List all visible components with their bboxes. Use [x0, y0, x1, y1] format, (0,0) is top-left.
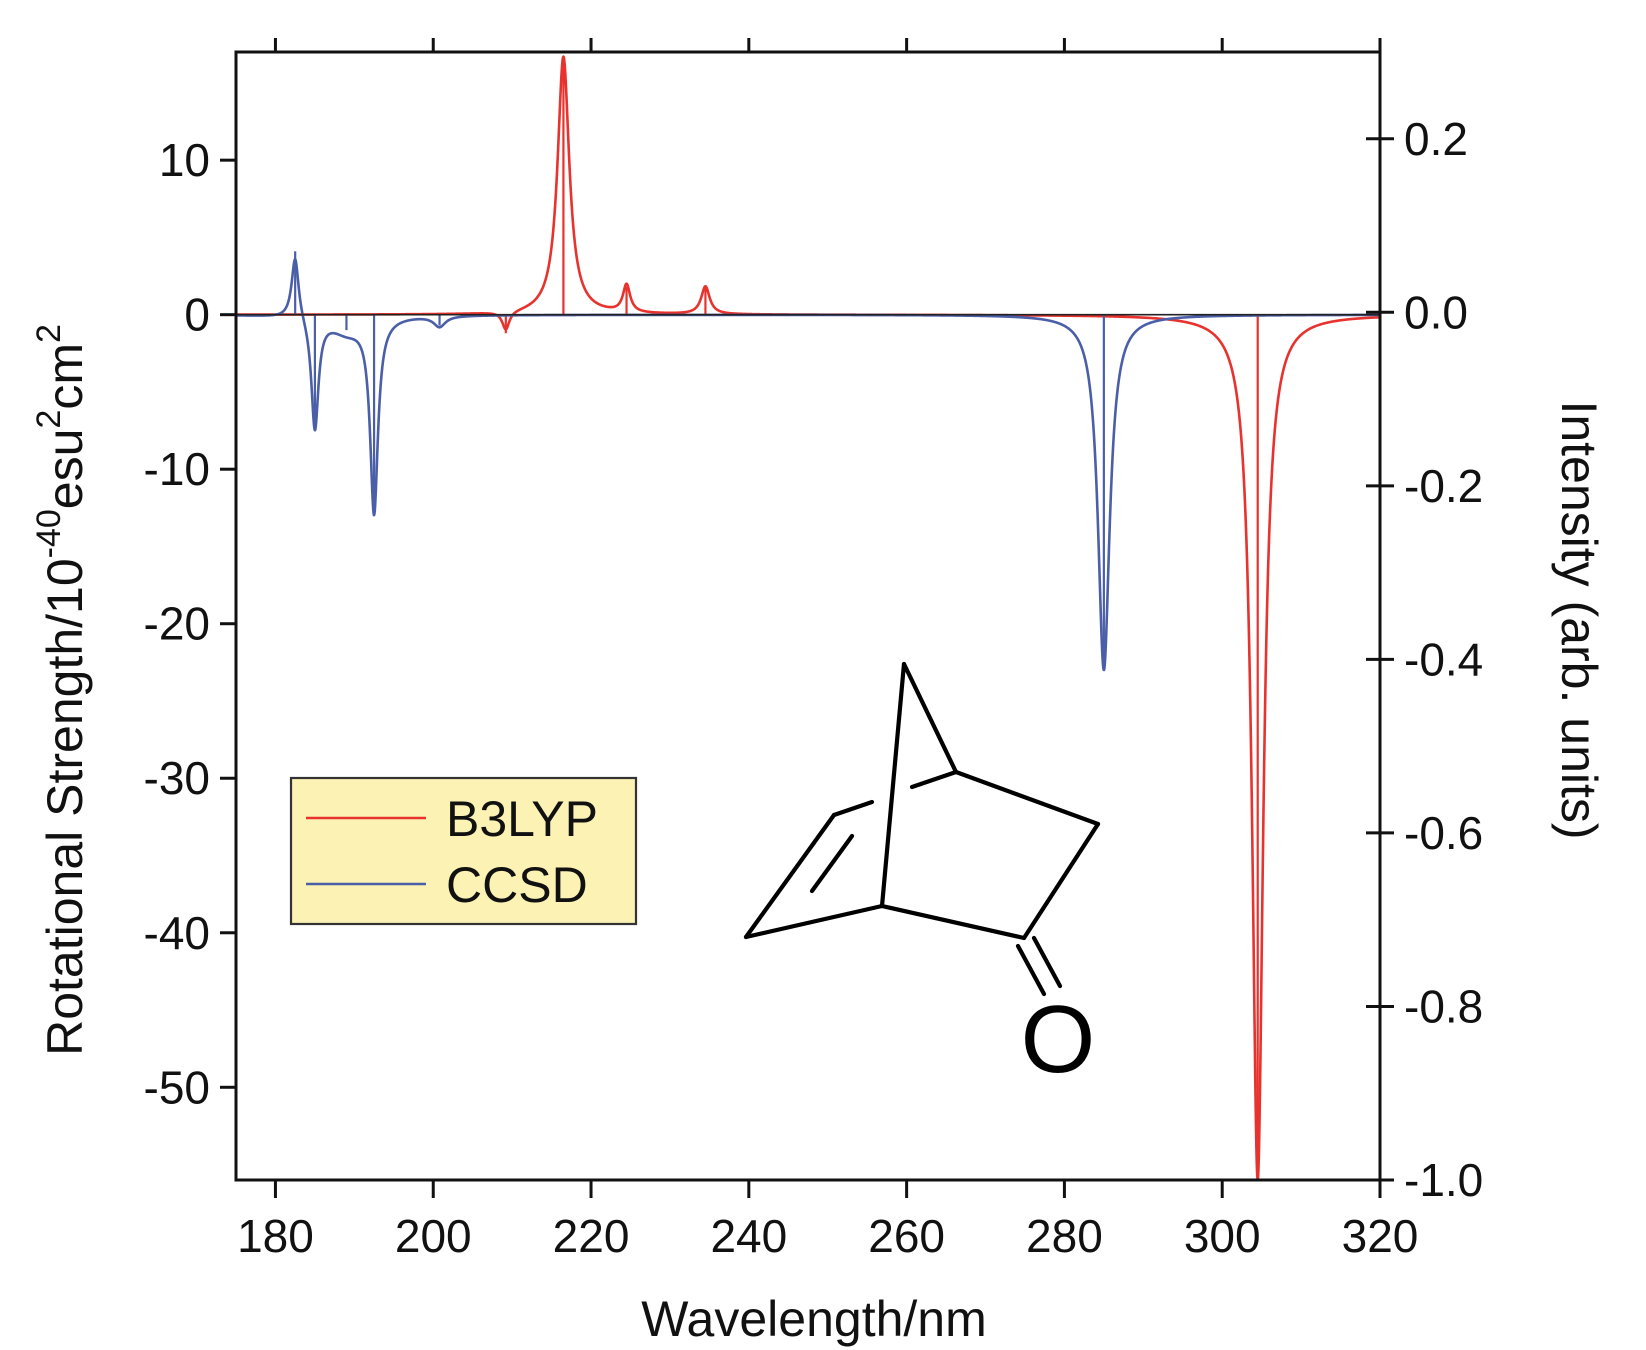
norbornenone-structure: O	[743, 661, 1101, 1093]
y-left-title-exp3: 2	[30, 324, 68, 343]
y-left-tick-label: -40	[144, 907, 210, 959]
bond-c4-c3	[743, 903, 885, 940]
y-left-title-exp2: 2	[30, 410, 68, 429]
y-left-tick-label: 0	[184, 289, 210, 341]
bond-c3-c2-inner	[809, 833, 855, 894]
y-left-title-mid: esu	[37, 429, 93, 510]
y-left-title-unit: cm	[37, 343, 93, 410]
bond-c6-c5	[1021, 821, 1101, 941]
bond-c3-c2	[743, 812, 837, 940]
legend-label-b3lyp: B3LYP	[446, 791, 598, 847]
y-left-tick-label: -50	[144, 1061, 210, 1113]
y-right-tick-label: 0.2	[1404, 113, 1468, 165]
y-axis-right: 0.2 0.0 -0.2 -0.4 -0.6 -0.8 -1.0	[1366, 113, 1483, 1206]
bond-c5-c4	[879, 903, 1027, 941]
bond-carbonyl-a	[1015, 943, 1047, 997]
y-left-title-exp1: -40	[30, 509, 68, 558]
bond-c2-c1-right	[909, 769, 959, 790]
x-tick-label: 280	[1026, 1210, 1103, 1262]
y-left-tick-label: -30	[144, 752, 210, 804]
x-tick-label: 320	[1342, 1210, 1419, 1262]
legend: B3LYP CCSD	[289, 776, 638, 926]
legend-label-ccsd: CCSD	[446, 857, 588, 913]
x-tick-label: 200	[395, 1210, 472, 1262]
y-right-tick-label: -0.4	[1404, 633, 1483, 685]
y-left-title-main: Rotational Strength/10	[37, 558, 93, 1056]
y-left-tick-label: -20	[144, 598, 210, 650]
x-axis: 180 200 220 240 260 280 300 320	[237, 38, 1418, 1262]
x-axis-title: Wavelength/nm	[641, 1291, 987, 1347]
y-right-tick-label: -0.2	[1404, 460, 1483, 512]
x-tick-label: 240	[710, 1210, 787, 1262]
y-left-tick-label: 10	[159, 134, 210, 186]
bond-carbonyl-b	[1031, 935, 1063, 989]
x-tick-label: 300	[1184, 1210, 1261, 1262]
y-axis-left-title: Rotational Strength/10-40esu2cm2	[30, 324, 93, 1056]
y-right-tick-label: 0.0	[1404, 286, 1468, 338]
atom-label-oxygen: O	[1021, 986, 1096, 1093]
plot-frame	[234, 50, 1382, 1182]
bond-c7-c4	[879, 661, 907, 909]
y-right-tick-label: -0.6	[1404, 807, 1483, 859]
y-right-tick-label: -0.8	[1404, 980, 1483, 1032]
legend-box	[289, 776, 638, 926]
y-right-tick-label: -1.0	[1404, 1154, 1483, 1206]
y-left-tick-label: -10	[144, 443, 210, 495]
y-axis-right-title: Intensity (arb. units)	[1551, 400, 1607, 839]
x-tick-label: 220	[553, 1210, 630, 1262]
bond-c7-c1	[901, 661, 959, 775]
bond-c2-c1-left	[831, 799, 875, 818]
x-tick-label: 180	[237, 1210, 314, 1262]
y-axis-left: 10 0 -10 -20 -30 -40 -50	[144, 134, 236, 1113]
x-tick-label: 260	[868, 1210, 945, 1262]
bond-c1-c6	[953, 769, 1101, 827]
